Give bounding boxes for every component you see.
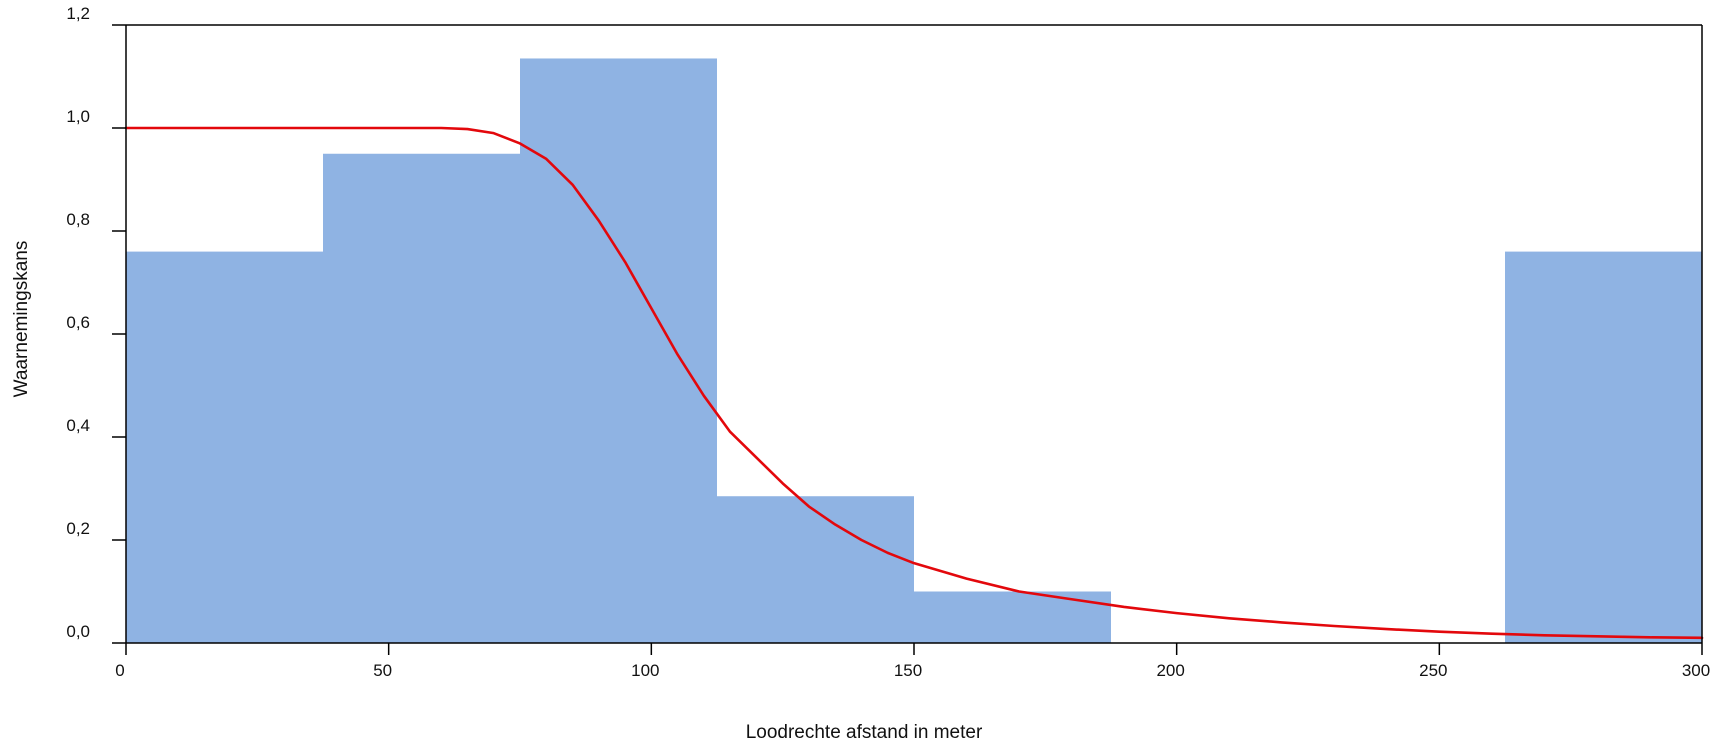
x-tick-label: 200: [1156, 661, 1184, 680]
histogram-bar-1: [323, 153, 520, 643]
x-tick-label: 150: [894, 661, 922, 680]
x-axis-title: Loodrechte afstand in meter: [746, 722, 983, 743]
y-axis-title: Waarnemingskans: [11, 241, 32, 398]
x-tick-label: 100: [631, 661, 659, 680]
x-tick-label: 250: [1419, 661, 1447, 680]
curve-layer: [124, 126, 1704, 640]
y-tick-label: 0,0: [66, 622, 90, 641]
histogram-bar-4: [914, 591, 1111, 643]
detection-probability-curve: [124, 126, 1704, 640]
y-tick-label: 1,0: [66, 107, 90, 126]
axes-layer: [112, 24, 1703, 655]
y-tick-label: 0,6: [66, 313, 90, 332]
histogram-bar-2: [520, 58, 717, 644]
histogram-bar-7: [1505, 251, 1702, 643]
y-tick-label: 0,2: [66, 519, 90, 538]
x-tick-label: 0: [115, 661, 124, 680]
histogram-bar-3: [717, 496, 914, 643]
y-tick-label: 0,4: [66, 416, 90, 435]
x-tick-label: 50: [373, 661, 392, 680]
bars-layer: [126, 58, 1702, 644]
histogram-bar-0: [126, 251, 323, 643]
labels-layer: Waarnemingskans Loodrechte afstand in me…: [11, 4, 1710, 743]
x-tick-label: 300: [1682, 661, 1710, 680]
y-tick-label: 0,8: [66, 210, 90, 229]
y-tick-label: 1,2: [66, 4, 90, 23]
